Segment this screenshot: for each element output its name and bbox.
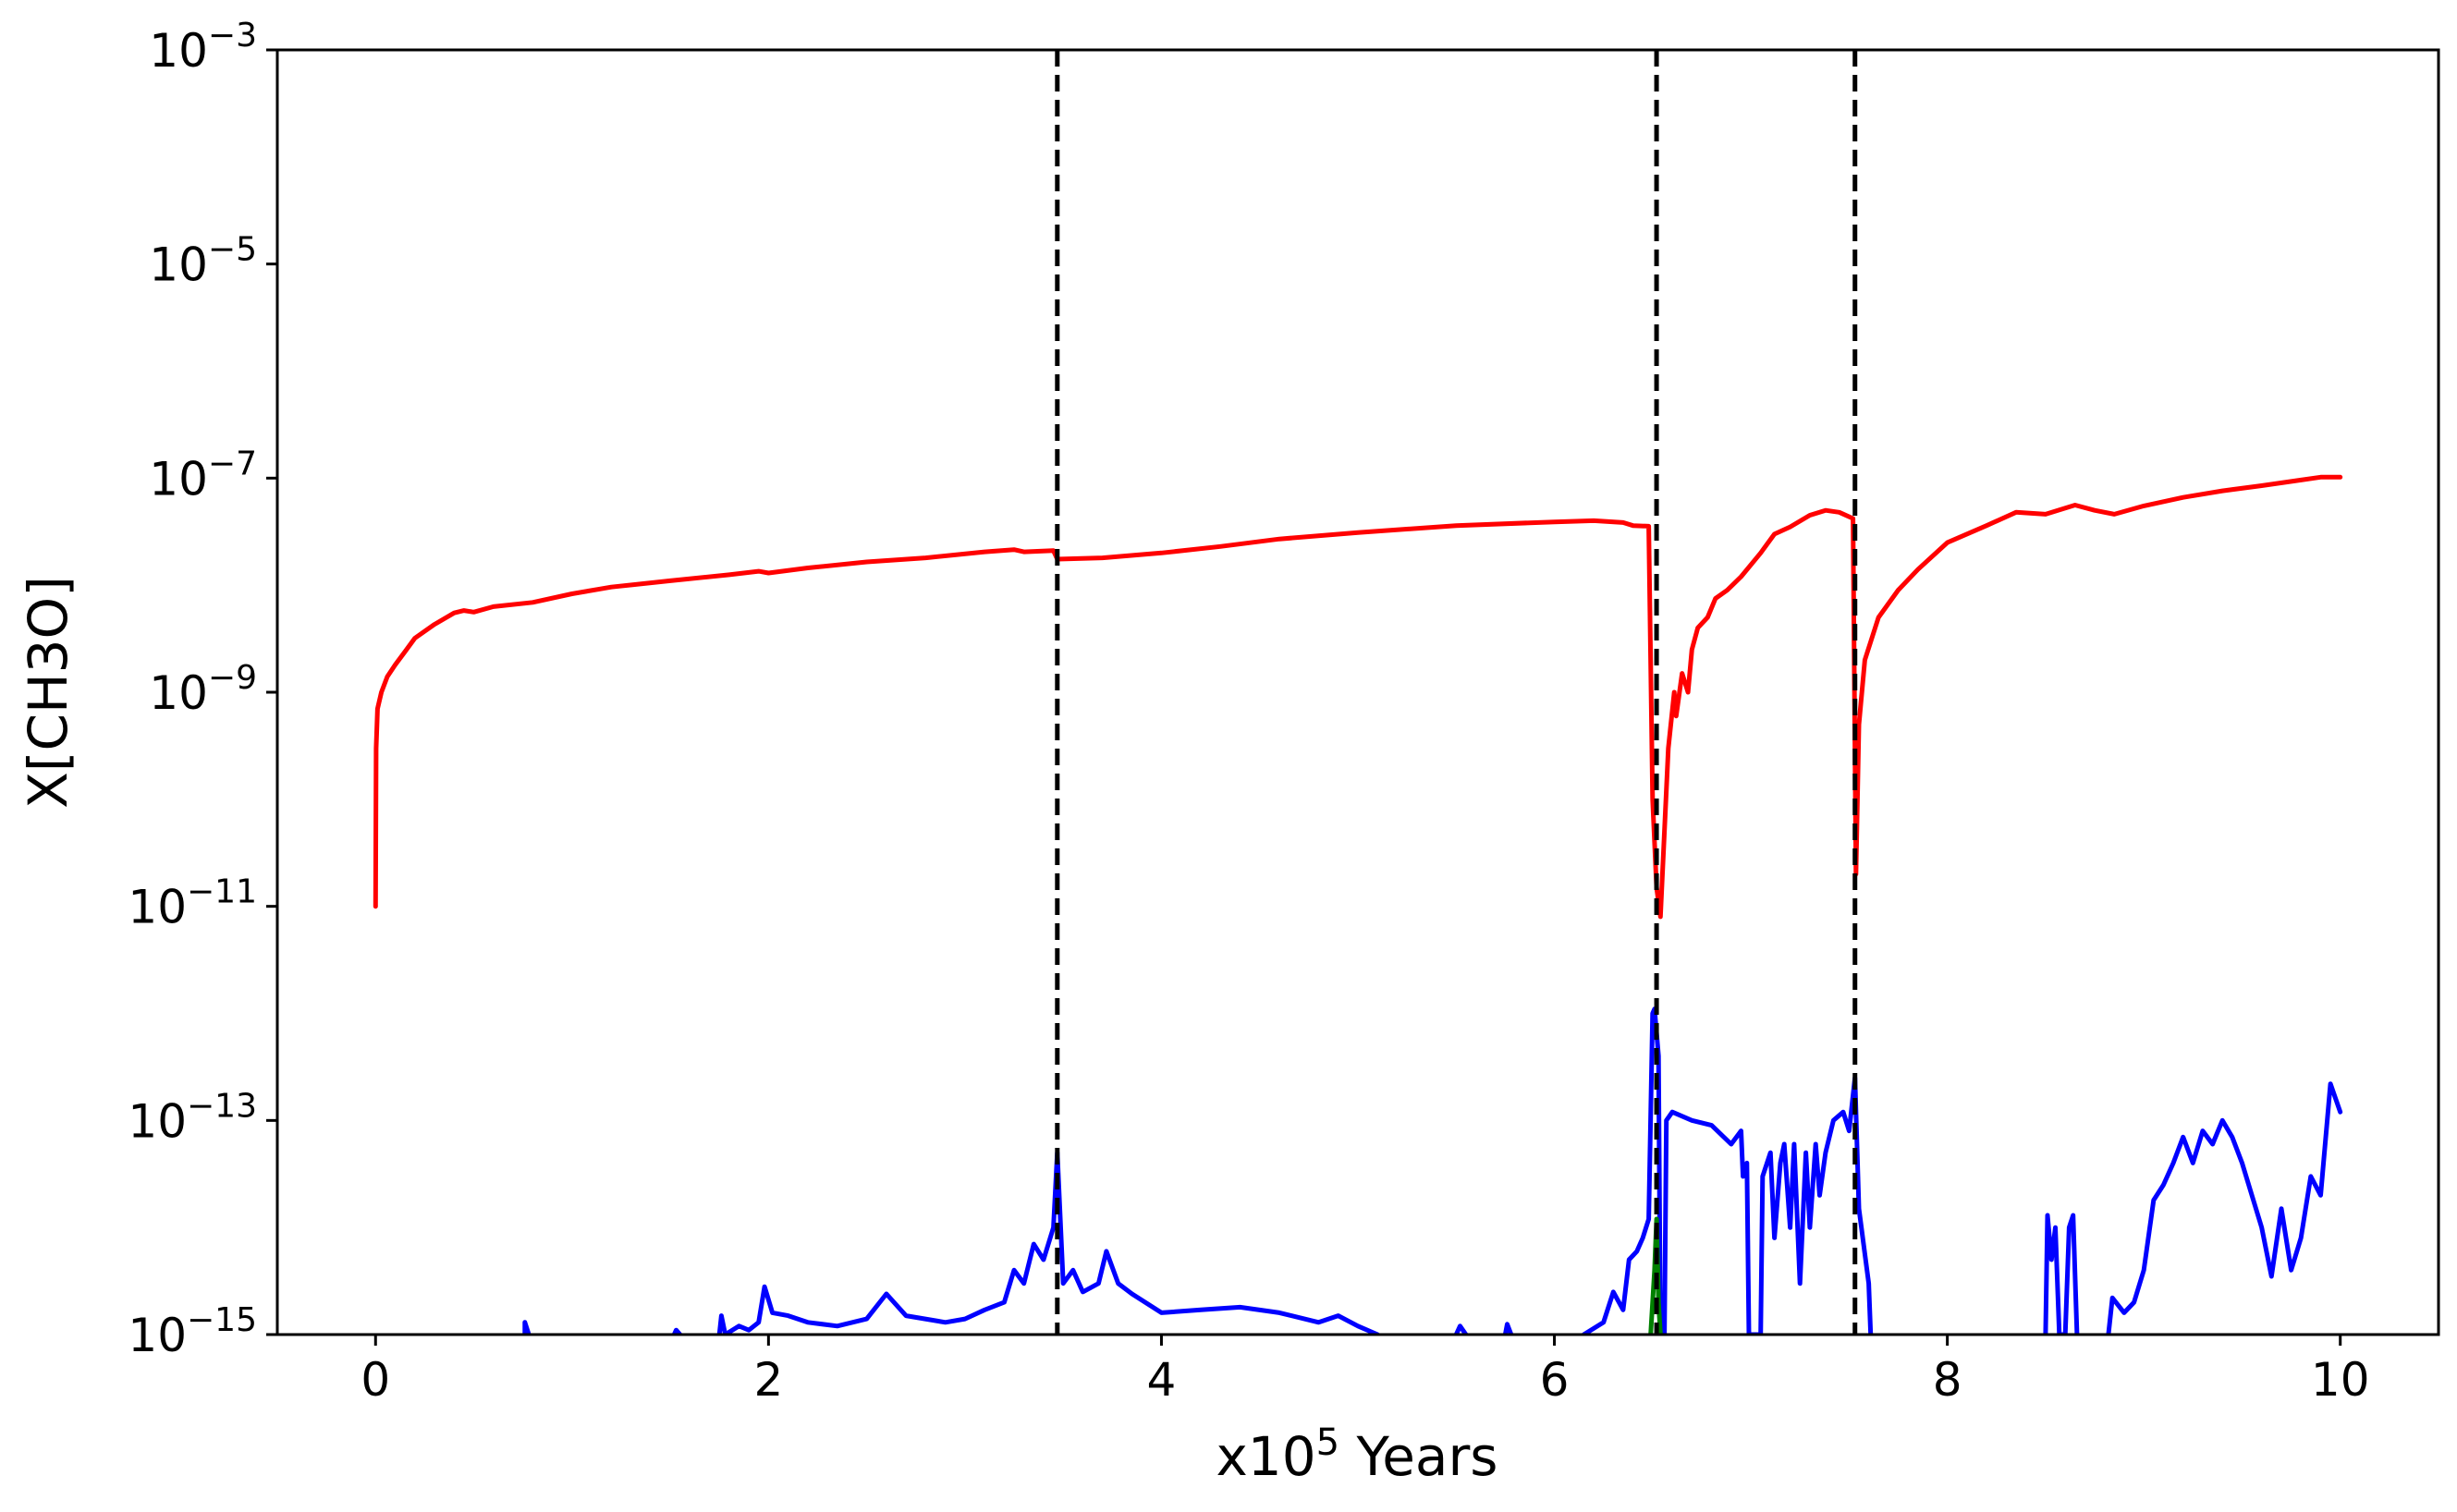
y-axis: 10−15 10−13 10−11 10−9 10−7 10−5 10−3 — [128, 17, 277, 1362]
x-tick-label: 4 — [1147, 1353, 1177, 1407]
y-tick-label: 10−9 — [149, 659, 257, 720]
x-axis: 0 2 4 6 8 10 — [361, 1335, 2370, 1407]
x-tick-label: 10 — [2311, 1353, 2370, 1407]
vline-layer — [1055, 50, 1858, 1335]
x-axis-label: x105 Years — [1216, 1421, 1497, 1488]
y-tick-label: 10−7 — [149, 445, 257, 506]
y-tick-label: 10−13 — [128, 1087, 257, 1148]
x-tick-label: 2 — [753, 1353, 783, 1407]
y-tick-label: 10−3 — [149, 17, 257, 78]
x-tick-label: 0 — [361, 1353, 390, 1407]
series-1-line — [522, 1006, 2343, 1335]
x-tick-label: 6 — [1540, 1353, 1570, 1407]
y-tick-label: 10−15 — [128, 1301, 257, 1362]
x-tick-label: 8 — [1933, 1353, 1962, 1407]
y-tick-label: 10−5 — [149, 231, 257, 292]
y-axis-label: X[CH3O] — [17, 576, 79, 809]
y-tick-label: 10−11 — [128, 873, 257, 934]
